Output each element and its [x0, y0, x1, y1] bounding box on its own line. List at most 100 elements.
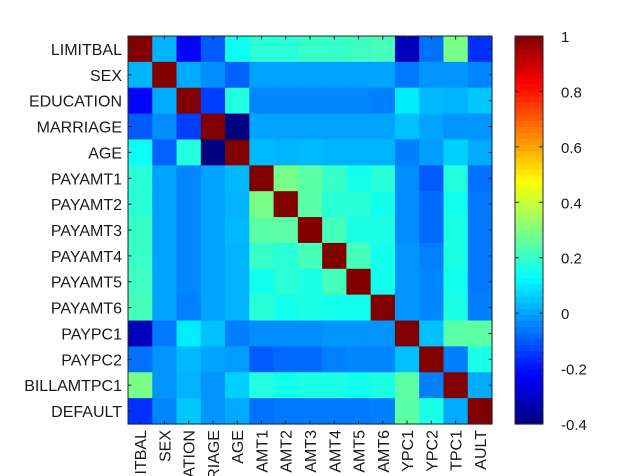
heatmap-cell: [176, 268, 202, 296]
heatmap-cell: [176, 165, 202, 192]
colorbar-segment: [515, 333, 543, 340]
heatmap-cell: [297, 61, 323, 89]
colorbar-segment: [515, 193, 543, 201]
heatmap-cell: [273, 372, 299, 399]
heatmap-cell: [322, 139, 347, 166]
heatmap-cell: [346, 372, 372, 399]
heatmap-cell: [297, 372, 323, 399]
heatmap-cell: [128, 346, 153, 373]
heatmap-cell: [176, 372, 202, 399]
heatmap-cell: [322, 191, 347, 218]
x-tick-label: AMT6: [376, 430, 393, 473]
heatmap-cell: [394, 61, 420, 89]
heatmap-cell: [346, 165, 372, 192]
heatmap-cell: [297, 268, 323, 296]
heatmap-cell: [200, 398, 226, 425]
colorbar-tick-label: 0.8: [561, 84, 582, 101]
colorbar-segment: [515, 108, 543, 116]
heatmap-cell: [467, 36, 493, 63]
heatmap-cell: [322, 61, 347, 89]
colorbar-segment: [515, 139, 543, 146]
heatmap-cell: [152, 113, 178, 141]
heatmap-cell: [297, 139, 323, 166]
heatmap-cell: [443, 36, 469, 63]
heatmap-cell: [128, 113, 153, 141]
heatmap-cell: [467, 242, 493, 270]
heatmap-cell: [176, 346, 202, 373]
colorbar-segment: [515, 230, 543, 237]
colorbar-segment: [515, 205, 543, 213]
heatmap-cell: [443, 242, 469, 270]
heatmap-cell: [200, 139, 226, 166]
y-tick-label: PAYAMT4: [51, 249, 122, 266]
heatmap-cell: [249, 61, 275, 89]
colorbar-segment: [515, 175, 543, 183]
heatmap-cell: [249, 294, 275, 322]
heatmap-cell: [419, 113, 445, 141]
heatmap-cell: [152, 242, 178, 270]
heatmap-cell: [467, 61, 493, 89]
heatmap-cell: [128, 217, 153, 244]
heatmap-cell: [273, 217, 299, 244]
colorbar-ticks: -0.4 -0.2 0 0.2 0.4 0.6 0.8 1: [515, 29, 587, 434]
colorbar-segment: [515, 36, 543, 43]
heatmap-cell: [346, 398, 372, 425]
heatmap-cell: [443, 217, 469, 244]
heatmap-cell: [419, 191, 445, 218]
heatmap-cell: [273, 61, 299, 89]
x-tick-label: AMT1: [254, 430, 271, 473]
colorbar-segment: [515, 133, 543, 140]
heatmap-cell: [394, 320, 420, 347]
colorbar-segment: [515, 223, 543, 231]
heatmap-cell: [419, 87, 445, 115]
heatmap-cell: [297, 113, 323, 141]
heatmap-cell: [152, 191, 178, 218]
heatmap-cell: [128, 165, 153, 192]
heatmap-cell: [152, 346, 178, 373]
heatmap-cell: [370, 61, 396, 89]
x-tick-label: TPC1: [449, 430, 466, 471]
colorbar-segment: [515, 284, 543, 292]
colorbar-segment: [515, 278, 543, 286]
heatmap-cell: [370, 139, 396, 166]
heatmap-cell: [128, 191, 153, 218]
colorbar-tick-label: -0.4: [561, 417, 587, 434]
heatmap-cells: [128, 36, 493, 425]
x-tick-label: AMT4: [327, 430, 344, 473]
heatmap-cell: [200, 346, 226, 373]
heatmap-cell: [370, 242, 396, 270]
heatmap-cell: [128, 87, 153, 115]
colorbar-segment: [515, 399, 543, 407]
heatmap-cell: [297, 320, 323, 347]
heatmap-cell: [467, 217, 493, 244]
heatmap-cell: [370, 113, 396, 141]
heatmap-cell: [419, 294, 445, 322]
heatmap-cell: [200, 320, 226, 347]
heatmap-cell: [322, 165, 347, 192]
heatmap-cell: [467, 294, 493, 322]
heatmap-cell: [200, 165, 226, 192]
heatmap-cell: [419, 36, 445, 63]
heatmap-cell: [200, 191, 226, 218]
heatmap-cell: [273, 113, 299, 141]
heatmap-cell: [225, 191, 250, 218]
heatmap-cell: [443, 320, 469, 347]
heatmap-cell: [419, 139, 445, 166]
colorbar-segment: [515, 272, 543, 280]
heatmap-cell: [394, 398, 420, 425]
colorbar-segment: [515, 411, 543, 419]
heatmap-cell: [467, 113, 493, 141]
heatmap-cell: [176, 139, 202, 166]
heatmap-cell: [370, 36, 396, 63]
heatmap-cell: [346, 191, 372, 218]
heatmap-cell: [370, 294, 396, 322]
y-tick-label: PAYPC1: [61, 326, 122, 343]
y-tick-label: PAYAMT1: [51, 171, 122, 188]
heatmap-cell: [443, 346, 469, 373]
colorbar-segment: [515, 48, 543, 55]
x-tick-label: YPC2: [424, 430, 441, 472]
colorbar-tick-label: -0.2: [561, 362, 587, 379]
colorbar-segment: [515, 199, 543, 207]
heatmap-cell: [200, 268, 226, 296]
colorbar-segment: [515, 114, 543, 122]
